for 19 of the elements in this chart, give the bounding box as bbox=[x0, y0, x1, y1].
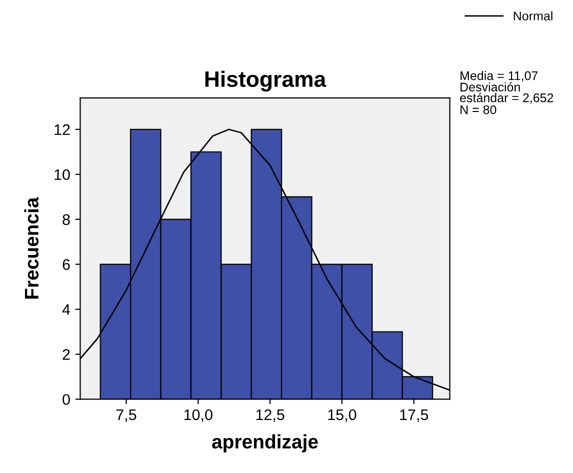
text: Media = 11,07 bbox=[460, 70, 538, 82]
x-tick-label: 15,0 bbox=[328, 409, 356, 422]
legend-label: Normal bbox=[514, 11, 552, 20]
y-tick-label: 8 bbox=[62, 214, 70, 226]
x-tick-label: 7,5 bbox=[116, 409, 136, 422]
x-tick-label: 17,5 bbox=[400, 409, 428, 422]
text: Desviación estándar = 2,652 bbox=[460, 82, 554, 104]
y-tick-label: 6 bbox=[62, 259, 70, 270]
chart-title: Histograma bbox=[205, 70, 326, 92]
x-tick-label: 12,5 bbox=[256, 409, 284, 422]
text: N = 80 bbox=[460, 105, 496, 114]
x-tick-label: 10,0 bbox=[184, 409, 212, 422]
y-tick-label: 0 bbox=[62, 394, 70, 405]
y-tick-label: 4 bbox=[62, 304, 70, 315]
y-tick-label: 2 bbox=[62, 349, 70, 360]
y-axis-title: Frecuencia bbox=[24, 197, 39, 299]
y-tick-label: 10 bbox=[54, 169, 70, 180]
y-tick-label: 12 bbox=[54, 124, 70, 135]
x-axis-title: aprendizaje bbox=[212, 434, 318, 452]
